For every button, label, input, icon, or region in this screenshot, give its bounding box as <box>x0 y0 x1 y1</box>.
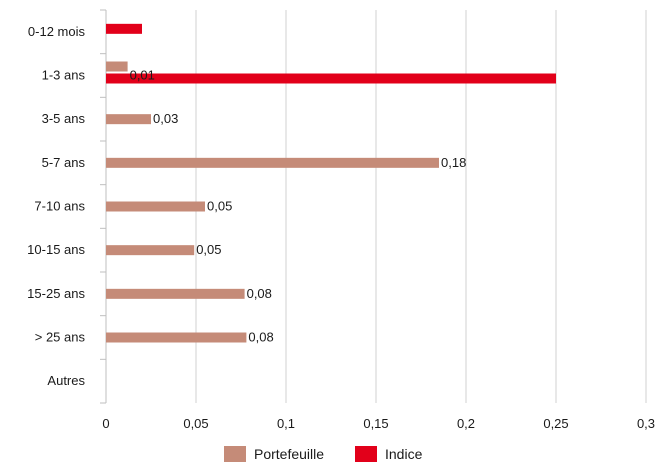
legend: Portefeuille Indice <box>224 446 423 462</box>
x-tick-label: 0,05 <box>183 416 208 431</box>
bar-portefeuille <box>106 114 151 125</box>
category-labels: 0-12 mois 1-3 ans 3-5 ans 5-7 ans 7-10 ans 10… <box>27 24 85 388</box>
category-label: 15-25 ans <box>27 286 85 301</box>
category-label: 10-15 ans <box>27 242 85 257</box>
x-tick-label: 0,3 <box>637 416 655 431</box>
bar-portefeuille <box>106 157 439 168</box>
data-label: 0,03 <box>153 111 178 126</box>
category-label: > 25 ans <box>35 330 86 345</box>
value-axis-labels: 0 0,05 0,1 0,15 0,2 0,25 0,3 <box>102 416 655 431</box>
legend-label-portefeuille: Portefeuille <box>254 446 324 462</box>
bar-portefeuille <box>106 288 245 299</box>
legend-label-indice: Indice <box>385 446 423 462</box>
category-label: 3-5 ans <box>42 111 86 126</box>
x-tick-label: 0,15 <box>363 416 388 431</box>
category-label: 7-10 ans <box>34 199 85 214</box>
bar-portefeuille <box>106 245 195 256</box>
x-tick-label: 0,1 <box>277 416 295 431</box>
legend-swatch-portefeuille <box>224 446 246 462</box>
category-label: Autres <box>47 373 85 388</box>
category-label: 0-12 mois <box>28 24 86 39</box>
category-label: 5-7 ans <box>42 155 86 170</box>
data-label: 0,18 <box>441 155 466 170</box>
bar-indice <box>106 73 556 84</box>
data-label: 0,08 <box>248 330 273 345</box>
x-tick-label: 0,25 <box>543 416 568 431</box>
data-label: 0,05 <box>207 199 232 214</box>
category-label: 1-3 ans <box>42 68 86 83</box>
data-label: 0,05 <box>196 242 221 257</box>
legend-swatch-indice <box>355 446 377 462</box>
bar-portefeuille <box>106 201 205 212</box>
x-tick-label: 0,2 <box>457 416 475 431</box>
data-label: 0,01 <box>130 68 155 83</box>
bars <box>106 23 556 343</box>
bar-portefeuille <box>106 332 247 343</box>
bar-indice <box>106 23 142 34</box>
bar-portefeuille <box>106 61 128 72</box>
category-axis <box>100 9 107 404</box>
x-tick-label: 0 <box>102 416 109 431</box>
data-labels: 0,01 0,03 0,18 0,05 0,05 0,08 0,08 <box>130 68 467 345</box>
data-label: 0,08 <box>247 286 272 301</box>
